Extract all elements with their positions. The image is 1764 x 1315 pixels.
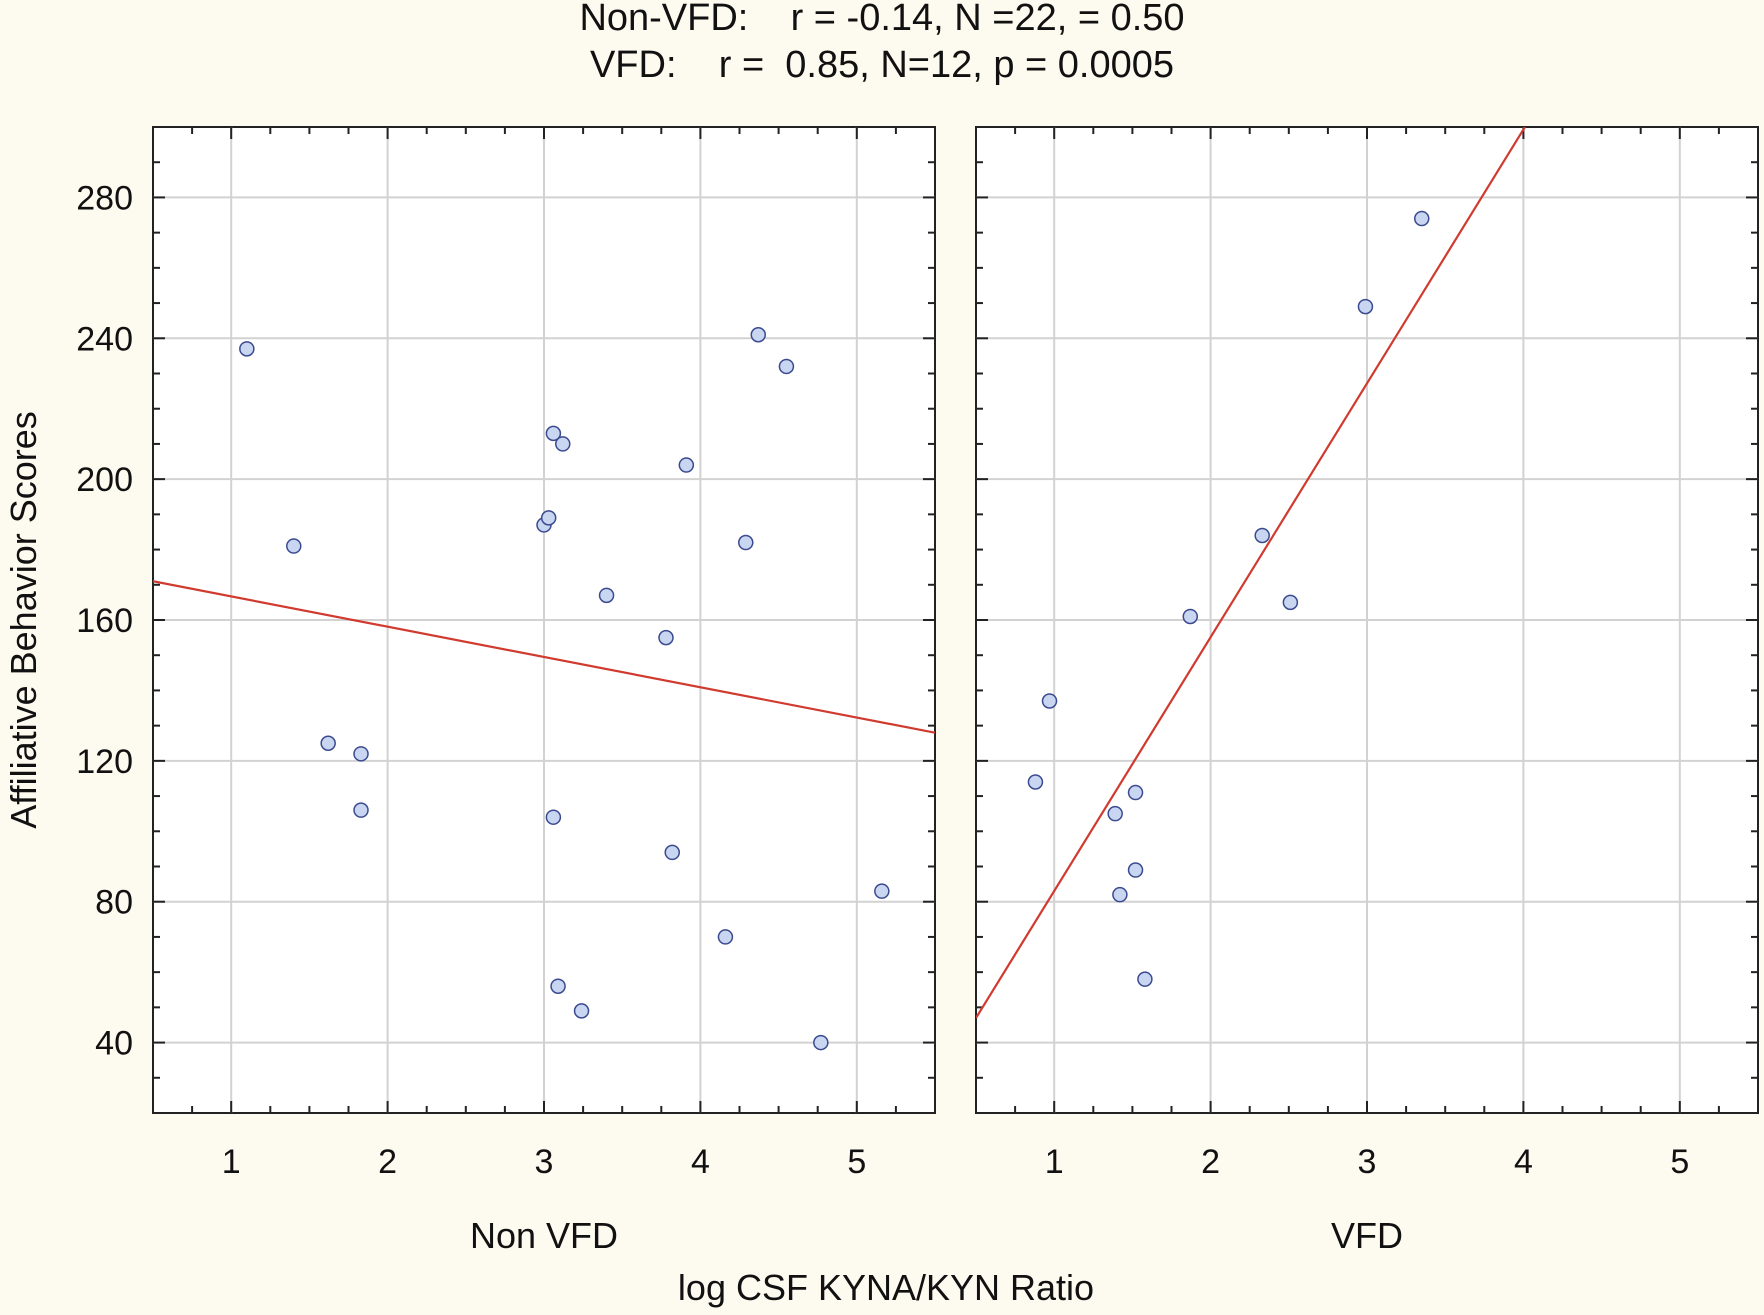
data-point xyxy=(1254,527,1270,544)
data-point xyxy=(1182,608,1199,625)
data-point xyxy=(717,929,734,945)
x-tick-label: 4 xyxy=(691,1143,710,1181)
data-point xyxy=(550,978,566,994)
data-point xyxy=(239,341,255,357)
chart-title-line: VFD: r = 0.85, N=12, p = 0.0005 xyxy=(590,44,1174,86)
data-point xyxy=(1137,971,1153,987)
y-axis-label: Affiliative Behavior Scores xyxy=(3,411,44,829)
data-point xyxy=(738,534,754,551)
data-point xyxy=(874,883,890,899)
x-tick-label: 2 xyxy=(1201,1143,1220,1181)
data-point xyxy=(545,425,562,442)
data-point xyxy=(1041,693,1058,709)
panel-label: Non VFD xyxy=(470,1215,618,1256)
data-point xyxy=(1127,784,1144,801)
data-point xyxy=(320,735,336,751)
data-point xyxy=(1127,862,1144,878)
data-point xyxy=(778,358,795,375)
y-tick-label: 200 xyxy=(76,461,133,499)
x-tick-label: 5 xyxy=(1670,1143,1689,1181)
data-point xyxy=(750,327,767,343)
x-tick-label: 3 xyxy=(535,1143,554,1181)
data-point xyxy=(353,802,369,818)
y-tick-label: 80 xyxy=(95,884,133,922)
data-point xyxy=(555,436,571,452)
y-tick-label: 160 xyxy=(76,602,133,640)
panel-label: VFD xyxy=(1331,1215,1403,1256)
x-tick-label: 1 xyxy=(1045,1143,1064,1181)
x-axis-label: log CSF KYNA/KYN Ratio xyxy=(678,1267,1094,1308)
data-point xyxy=(286,538,302,554)
data-point xyxy=(1357,298,1374,315)
regression-line xyxy=(976,127,1526,1019)
data-point xyxy=(545,809,562,825)
y-tick-label: 240 xyxy=(76,320,133,358)
data-point xyxy=(1112,886,1128,903)
y-tick-label: 40 xyxy=(95,1025,133,1063)
data-point xyxy=(353,746,369,762)
chart-title-line: Non-VFD: r = -0.14, N =22, = 0.50 xyxy=(579,0,1184,39)
y-tick-label: 120 xyxy=(76,743,133,781)
x-tick-label: 4 xyxy=(1514,1143,1533,1181)
data-point xyxy=(658,629,674,646)
panel-vfd: 1 2 3 4 5 VFD xyxy=(975,126,1759,1256)
x-tick-label: 5 xyxy=(847,1143,866,1181)
panel-non-vfd: 40 80 120 160 200 240 280 1 2 3 4 5 Non VFD xyxy=(76,126,936,1256)
data-point xyxy=(664,844,680,861)
regression-line xyxy=(153,580,935,734)
data-point xyxy=(598,587,615,604)
data-point xyxy=(1027,774,1044,790)
data-point xyxy=(573,1003,590,1019)
data-point xyxy=(1282,594,1299,611)
data-point xyxy=(1413,210,1430,227)
x-tick-label: 3 xyxy=(1358,1143,1377,1181)
y-tick-label: 280 xyxy=(76,179,133,217)
data-point xyxy=(1107,805,1123,822)
data-point xyxy=(813,1034,829,1051)
x-tick-label: 1 xyxy=(222,1143,241,1181)
data-point xyxy=(540,510,557,526)
data-point xyxy=(678,457,695,473)
x-tick-label: 2 xyxy=(378,1143,397,1181)
